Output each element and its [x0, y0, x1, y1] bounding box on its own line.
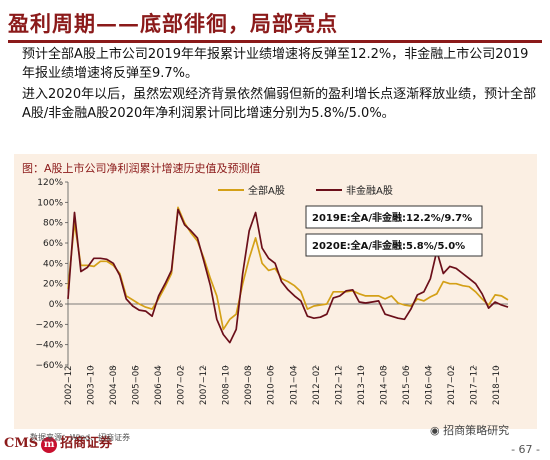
chart-title: 图：A股上市公司净利润累计增速历史值及预测值 — [22, 162, 261, 175]
brand-logo-text: CMS — [4, 436, 39, 451]
wechat-account: ◉ 招商策略研究 — [430, 424, 510, 437]
page-number: - 67 - — [511, 443, 540, 456]
title-divider — [8, 40, 542, 43]
brand-mark-icon: m — [41, 437, 58, 453]
slide-title: 盈利周期——底部徘徊，局部亮点 — [8, 11, 338, 36]
chart-panel — [14, 154, 537, 429]
paragraph-2: 进入2020年以后，虽然宏观经济背景依然偏弱但新的盈利增长点逐渐释放业绩，预计全… — [22, 87, 537, 121]
brand-logo-cn: 招商证券 — [60, 436, 113, 451]
wechat-name: 招商策略研究 — [443, 424, 510, 437]
paragraph-1: 预计全部A股上市公司2019年年报累计业绩增速将反弹至12.2%，非金融上市公司… — [22, 47, 529, 81]
brand-logo: CMS m 招商证券 — [4, 432, 112, 453]
data-source: 数据来源：Wind、招商证券 — [30, 433, 131, 442]
